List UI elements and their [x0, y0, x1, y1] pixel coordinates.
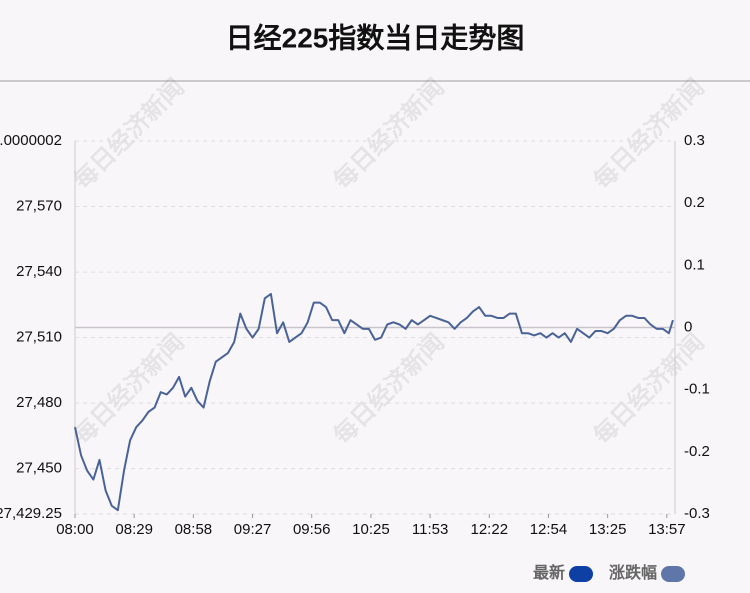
- x-tick-label: 12:54: [530, 521, 568, 538]
- x-tick-label: 08:29: [115, 521, 153, 538]
- x-tick-label: 13:25: [589, 521, 627, 538]
- x-tick-label: 08:58: [175, 521, 213, 538]
- chart-title: 日经225指数当日走势图: [226, 21, 525, 53]
- y-tick-label: 27,450: [16, 460, 62, 477]
- x-tick-label: 09:56: [293, 521, 331, 538]
- y2-tick-label: 0.3: [684, 132, 705, 149]
- y2-tick-label: -0.2: [684, 443, 710, 460]
- watermark: 每日经济新闻: [67, 72, 189, 194]
- y2-tick-label: 0: [684, 318, 692, 335]
- x-tick-label: 13:57: [648, 521, 686, 538]
- watermark: 每日经济新闻: [327, 72, 449, 194]
- x-tick-label: 10:25: [352, 521, 390, 538]
- y-tick-label: 27,429.25: [0, 505, 62, 522]
- x-tick-label: 09:27: [234, 521, 272, 538]
- watermark: 每日经济新闻: [327, 327, 449, 449]
- legend-swatch: [661, 566, 685, 582]
- y-tick-label: 27,480: [16, 394, 62, 411]
- legend-label: 涨跌幅: [609, 563, 657, 582]
- y2-tick-label: 0.1: [684, 256, 705, 273]
- y2-tick-label: -0.3: [684, 505, 710, 522]
- y2-tick-label: 0.2: [684, 194, 705, 211]
- legend-swatch: [569, 566, 593, 582]
- x-tick-label: 08:00: [56, 521, 94, 538]
- y-tick-label: 27,540: [16, 263, 62, 280]
- y-tick-label: 27,570: [16, 198, 62, 215]
- legend-label: 最新: [533, 563, 565, 582]
- y-tick-label: 27,600.0000002: [0, 132, 62, 149]
- price-line: [74, 292, 674, 512]
- y-tick-label: 27,510: [16, 329, 62, 346]
- y2-tick-label: -0.1: [684, 381, 710, 398]
- x-tick-label: 12:22: [471, 521, 509, 538]
- x-tick-label: 11:53: [412, 521, 448, 538]
